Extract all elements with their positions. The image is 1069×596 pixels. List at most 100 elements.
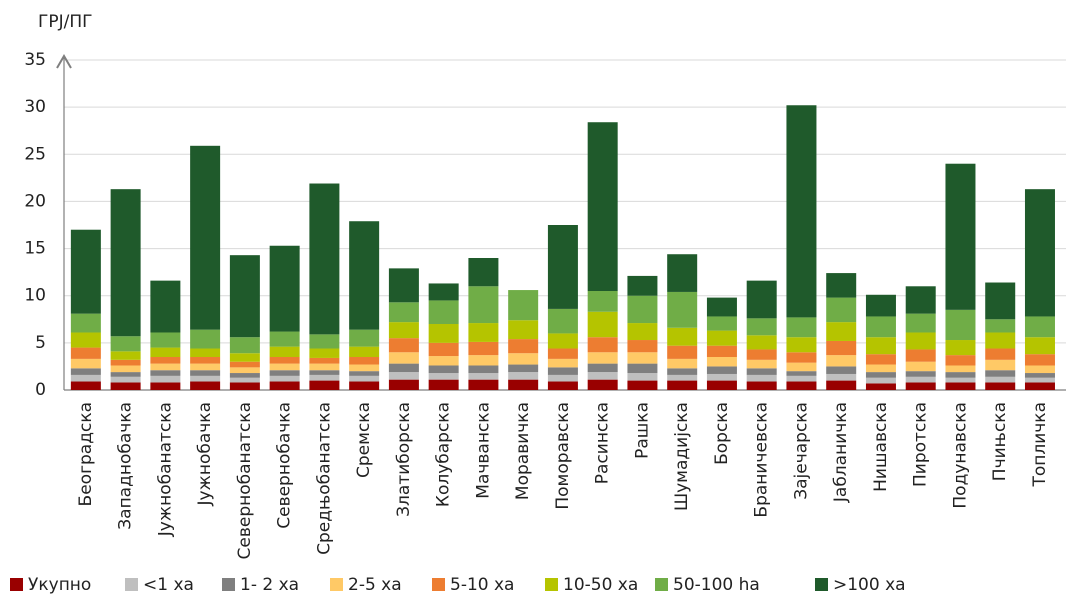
x-tick-label: Нишавска [871,402,891,492]
bar-segment [309,363,340,371]
y-axis-arrow [56,54,72,69]
bar-segment [349,357,380,365]
bar-segment [865,354,896,365]
bar-segment [70,374,101,382]
x-tick-label: Борска [712,402,732,465]
bar-segment [190,329,221,349]
bar-segment [547,348,578,359]
bar-segment [70,347,101,359]
bar-segment [945,365,976,373]
legend-swatch [432,578,445,591]
legend-swatch [330,578,343,591]
bar-segment [587,122,618,291]
y-axis-label: ГРЈ/ПГ [38,12,93,32]
bar-segment [826,273,857,298]
bar-segment [110,365,141,373]
x-tick-label: Златиборска [394,402,414,517]
bar-segment [508,353,539,365]
bar-segment [547,367,578,375]
bar-segment [150,357,181,364]
bar-segment [349,371,380,376]
y-tick-label: 35 [24,50,46,70]
bar-segment [667,254,698,292]
x-tick-label: Јужнобанатска [155,402,175,537]
bar-segment [70,332,101,348]
y-tick-label: 15 [24,239,46,259]
bar-segment [428,379,459,390]
x-tick-label: Сремска [354,402,374,478]
bar-segment [826,322,857,341]
bar-segment [865,377,896,384]
bar-segment [985,382,1016,390]
x-tick-label: Расинска [593,402,613,484]
bar-segment [468,286,499,324]
x-tick-label: Мачванска [473,402,493,499]
bar-segment [865,337,896,355]
bar-segment [229,382,260,390]
x-tick-label: Јабланичка [831,402,851,503]
y-tick-label: 5 [35,333,46,353]
bar-segment [627,340,658,353]
x-tick-label: Поморавска [553,402,573,510]
bar-segment [428,356,459,366]
bar-segment [269,346,300,357]
bar-segment [547,374,578,382]
bar-segment [746,381,777,390]
bar-segment [547,308,578,334]
bar-segment [1024,189,1055,317]
bar-segment [826,373,857,381]
bar-segment [388,268,419,303]
bar-segment [706,357,737,367]
bar-segment [945,163,976,310]
bar-segment [905,332,936,350]
bar-segment [309,183,340,335]
bar-segment [388,302,419,323]
bar-segment [229,361,260,368]
bar-segment [269,370,300,376]
bar-segment [468,355,499,366]
bar-segment [110,376,141,383]
bar-segment [110,189,141,337]
bar-segment [985,282,1016,320]
bar-segment [508,372,539,380]
bar-segment [150,382,181,390]
bar-segment [468,258,499,287]
bar-segment [428,342,459,357]
bar-segment [229,255,260,338]
bar-segment [786,317,817,338]
x-tick-label: Шумадијска [672,402,692,511]
bar-segment [547,225,578,309]
bar-segment [229,377,260,383]
bar-segment [667,368,698,375]
bar-segment [865,383,896,390]
x-tick-label: Севернобачка [275,402,295,529]
x-tick-label: Јужнобачка [195,402,215,507]
bar-segment [746,359,777,369]
bar-segment [746,374,777,382]
bar-segment [746,368,777,375]
bar-segment [150,332,181,348]
x-tick-label: Зајечарска [791,402,811,500]
bar-segment [786,375,817,382]
bar-segment [309,380,340,390]
bar-segment [229,367,260,374]
legend-swatch [222,578,235,591]
bar-segment [1024,365,1055,374]
x-tick-label: Браничевска [752,402,772,518]
x-tick-label: Моравичка [513,402,533,500]
bar-segment [667,374,698,381]
bar-segment [150,347,181,357]
bar-segment [865,372,896,378]
legend-swatch [545,578,558,591]
legend-label: <1 ха [143,575,194,595]
bar-segment [508,320,539,340]
bar-segment [826,355,857,367]
bar-segment [547,358,578,368]
bar-segment [349,381,380,390]
legend-label: 10-50 ха [563,575,638,595]
bar-segment [786,105,817,318]
x-tick-label: Подунавска [950,402,970,509]
bar-segment [1024,382,1055,390]
bar-segment [428,365,459,374]
legend-label: 50-100 ha [673,575,760,595]
